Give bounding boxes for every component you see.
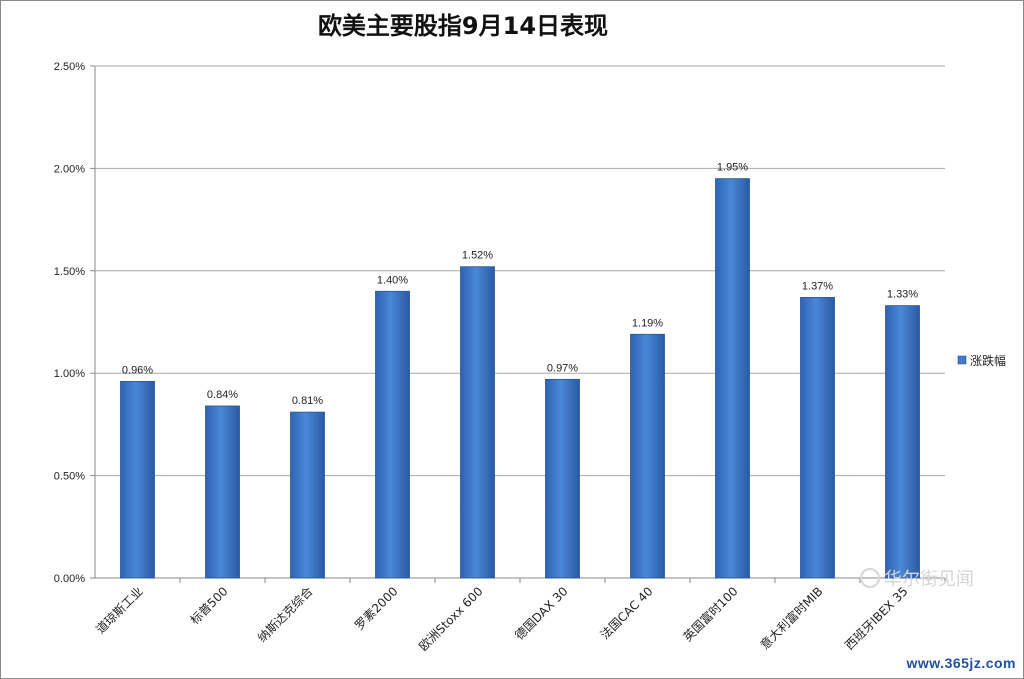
bar (460, 266, 495, 579)
bar (715, 178, 750, 579)
chart-title: 欧美主要股指9月14日表现 (317, 12, 609, 40)
bar (375, 290, 410, 579)
category-label: 罗素2000 (352, 584, 400, 632)
y-tick-label: 0.00% (54, 573, 85, 585)
category-label: 欧洲Stoxx 600 (416, 584, 485, 653)
watermark-logo-icon (860, 568, 880, 588)
legend-label: 涨跌幅 (970, 353, 1006, 368)
category-label: 法国CAC 40 (598, 584, 656, 642)
data-label: 0.84% (207, 389, 238, 401)
category-label: 意大利富时MIB (757, 584, 826, 653)
bar (800, 297, 835, 579)
data-label: 0.81% (292, 395, 323, 407)
bar (630, 333, 665, 579)
bar (885, 305, 920, 579)
data-label: 1.52% (462, 250, 493, 262)
category-label: 纳斯达克综合 (254, 584, 316, 646)
y-tick-label: 2.50% (54, 61, 85, 73)
category-label: 标普500 (188, 584, 231, 627)
bar (290, 411, 325, 579)
data-label: 1.40% (377, 274, 408, 286)
category-label: 西班牙IBEX 35 (842, 584, 910, 652)
data-label: 0.97% (547, 362, 578, 374)
data-label: 0.96% (122, 364, 153, 376)
category-label: 德国DAX 30 (512, 584, 571, 643)
bar (120, 380, 155, 579)
y-tick-label: 2.00% (54, 163, 85, 175)
y-tick-label: 1.00% (54, 368, 85, 380)
data-label: 1.37% (802, 280, 833, 292)
watermark-url: www.365jz.com (906, 655, 1016, 671)
watermark-text: 华尔街见闻 (884, 569, 974, 590)
y-tick-label: 1.50% (54, 266, 85, 278)
data-label: 1.33% (887, 289, 918, 301)
legend-swatch (957, 355, 967, 365)
data-label: 1.95% (717, 162, 748, 174)
y-tick-label: 0.50% (54, 471, 85, 483)
data-label: 1.19% (632, 317, 663, 329)
category-label: 英国富时100 (680, 584, 741, 645)
category-label: 道琼斯工业 (93, 584, 146, 637)
bar (205, 405, 240, 579)
bar (545, 378, 580, 579)
